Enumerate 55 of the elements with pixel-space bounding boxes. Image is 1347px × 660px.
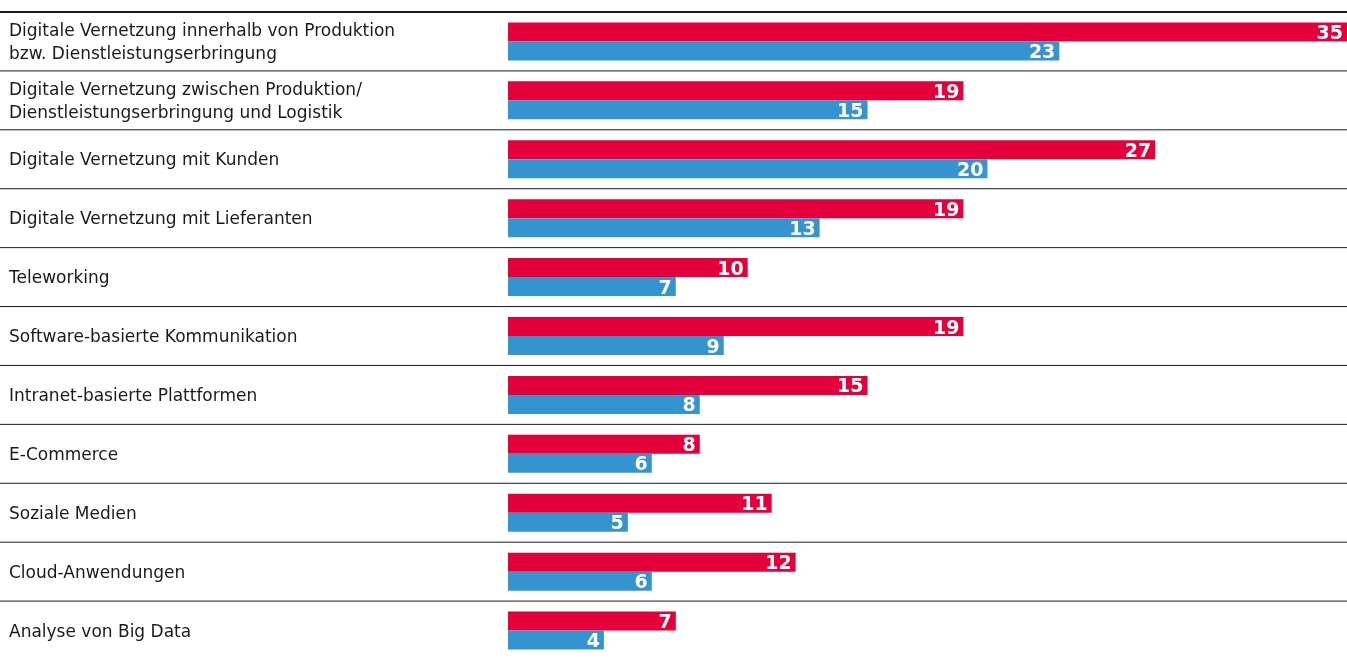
data-label: 7 (658, 275, 672, 298)
data-label: 6 (634, 570, 648, 593)
y-tick-label: Cloud-Anwendungen (9, 561, 186, 582)
data-label: 13 (789, 216, 816, 239)
bar (508, 434, 700, 454)
bar (508, 493, 772, 513)
data-label: 10 (717, 256, 744, 279)
bar (508, 22, 1347, 42)
bar (508, 453, 652, 473)
data-label: 19 (933, 315, 960, 338)
bar (508, 611, 676, 631)
bar (508, 140, 1156, 160)
data-label: 27 (1124, 138, 1152, 161)
data-label: 9 (706, 334, 720, 357)
y-tick-label: Software-basierte Kommunikation (9, 326, 298, 346)
bar (508, 630, 604, 650)
bar (508, 41, 1060, 61)
data-label: 12 (765, 551, 792, 574)
y-tick-label: Digitale Vernetzung mit Lieferanten (9, 208, 313, 229)
data-label: 23 (1028, 39, 1056, 62)
data-label: 19 (933, 79, 960, 102)
y-tick-label: Digitale Vernetzung zwischen Produktion/ Dienstleistungserbringung und Logistik (9, 78, 368, 122)
data-label: 8 (682, 433, 696, 456)
data-label: 4 (586, 629, 600, 652)
bar (508, 258, 748, 278)
bar (508, 571, 652, 591)
data-label: 11 (741, 492, 768, 515)
y-tick-label: Teleworking (8, 267, 110, 288)
bar (508, 100, 868, 120)
y-tick-label: Digitale Vernetzung mit Kunden (9, 149, 280, 170)
data-label: 15 (837, 374, 864, 397)
bar (508, 81, 964, 101)
bar (508, 336, 724, 355)
bar (508, 552, 796, 572)
data-label: 7 (658, 610, 672, 633)
y-tick-label: Digitale Vernetzung innerhalb von Produktion bzw. Dienstleistungserbringung (9, 19, 401, 63)
bar (508, 317, 964, 336)
data-label: 8 (682, 393, 696, 416)
bar (508, 199, 964, 219)
data-label: 19 (933, 197, 960, 220)
bar (508, 218, 820, 238)
bar (508, 512, 628, 532)
data-label: 35 (1316, 20, 1343, 43)
bar (508, 375, 868, 395)
data-label: 6 (634, 452, 648, 475)
data-label: 20 (956, 157, 984, 180)
data-label: 5 (610, 511, 624, 534)
y-tick-label: E-Commerce (9, 443, 119, 464)
bar (508, 277, 676, 297)
bar (508, 159, 988, 179)
y-tick-label: Soziale Medien (9, 502, 137, 523)
data-label: 15 (837, 98, 864, 121)
y-tick-label: Intranet-basierte Plattformen (9, 384, 258, 405)
bar (508, 394, 700, 414)
y-tick-label: Analyse von Big Data (9, 620, 192, 641)
